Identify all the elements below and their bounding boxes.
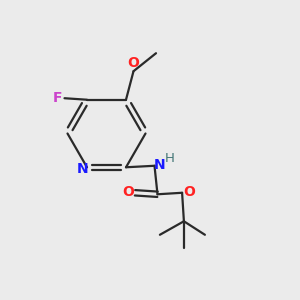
Text: F: F [52, 91, 62, 105]
Text: N: N [77, 162, 88, 176]
Text: H: H [165, 152, 175, 165]
Text: O: O [183, 185, 195, 199]
Text: O: O [122, 185, 134, 199]
Text: N: N [154, 158, 166, 172]
Text: O: O [127, 56, 139, 70]
